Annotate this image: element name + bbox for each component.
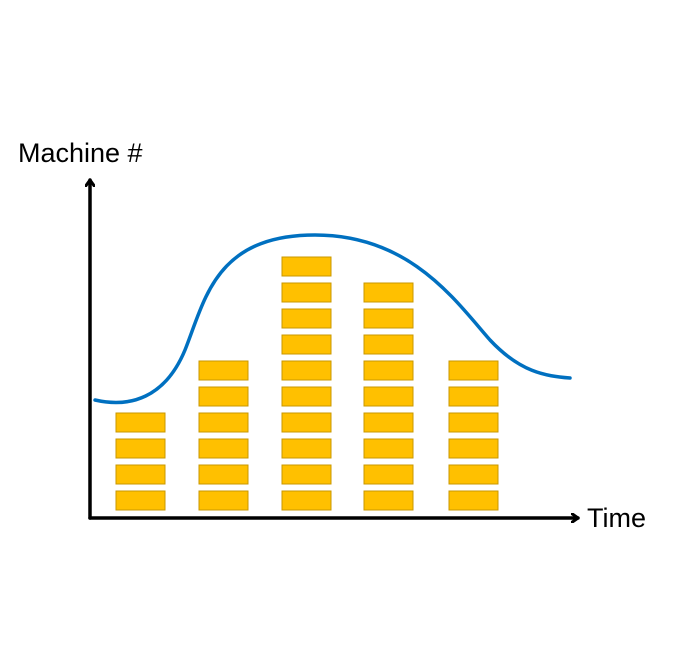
machine-block [115,464,166,485]
machine-block [448,438,499,459]
machine-block [281,308,332,329]
machine-block [198,490,249,511]
machine-block [198,464,249,485]
machine-block [281,438,332,459]
machine-block [363,490,414,511]
machine-block [448,360,499,381]
machine-block [363,438,414,459]
machine-block [363,308,414,329]
machine-block [448,386,499,407]
y-axis-label: Machine # [18,138,143,168]
machine-block [448,412,499,433]
machine-block [198,438,249,459]
machine-block [281,360,332,381]
machine-block [281,412,332,433]
block-column-5 [448,360,499,511]
machine-block [363,412,414,433]
machine-block [363,386,414,407]
machine-block [115,490,166,511]
machine-block [363,464,414,485]
machine-block [115,412,166,433]
machine-block [363,282,414,303]
machine-block [448,490,499,511]
machine-block [281,386,332,407]
x-axis-label: Time [587,503,646,533]
block-column-3 [281,256,332,511]
machine-block [363,334,414,355]
machine-block [281,464,332,485]
machine-block [198,386,249,407]
machine-block [281,334,332,355]
block-column-4 [363,282,414,511]
machine-block [281,256,332,277]
machine-block [448,464,499,485]
block-column-1 [115,412,166,511]
machine-block [363,360,414,381]
machine-block [281,490,332,511]
block-column-2 [198,360,249,511]
machine-blocks [115,256,499,511]
machine-block [198,412,249,433]
machine-block [281,282,332,303]
demand-curve [93,233,572,405]
machine-block [198,360,249,381]
machine-block [115,438,166,459]
